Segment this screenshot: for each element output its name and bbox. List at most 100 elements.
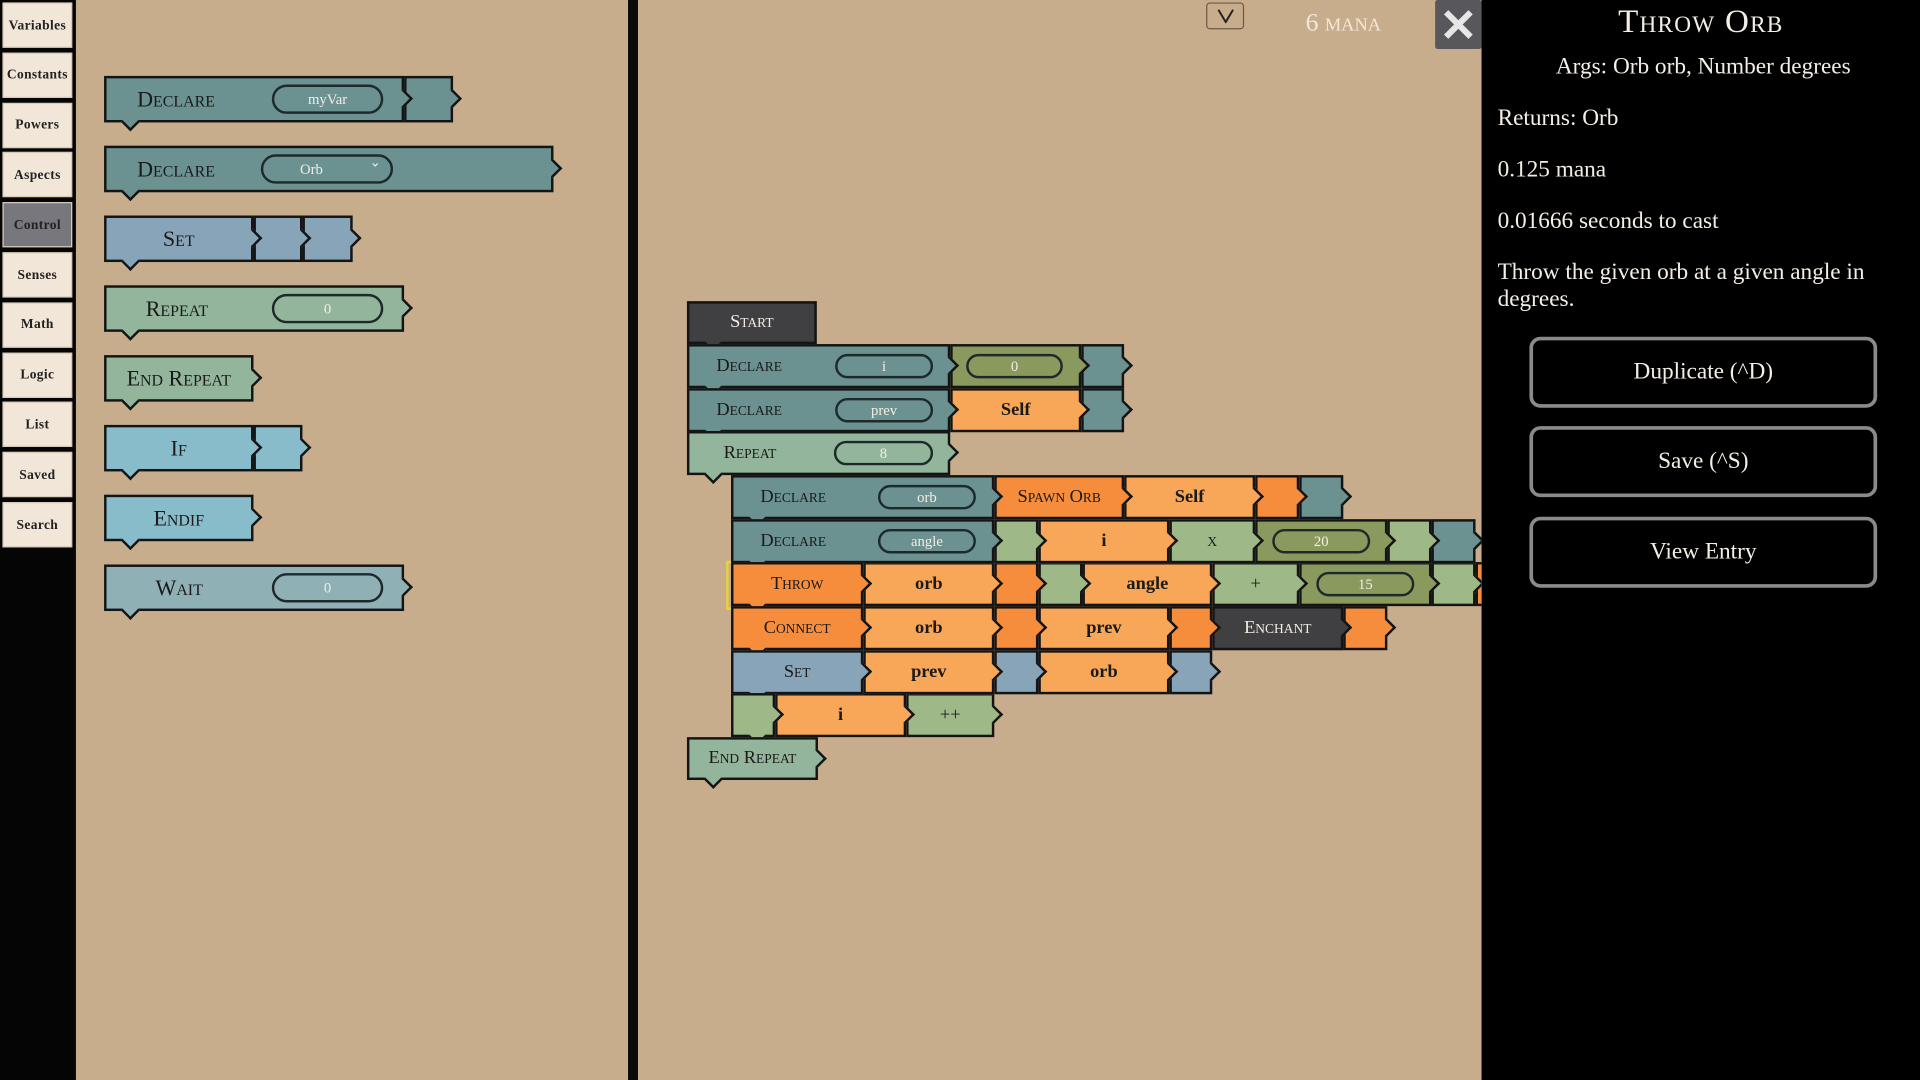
declare-block[interactable]: Declare myVar — [104, 75, 405, 123]
end-repeat-block[interactable]: End Repeat — [686, 737, 818, 781]
block-slot[interactable]: prev — [863, 650, 995, 695]
declare-typed-block-label: Declare — [137, 156, 215, 181]
block-label: ++ — [939, 704, 961, 725]
value-text: Orb — [300, 159, 323, 177]
block-slot[interactable]: Self — [1124, 475, 1256, 520]
panel-divider[interactable] — [628, 0, 638, 1080]
duplicate-button[interactable]: Duplicate (^D) — [1529, 336, 1878, 408]
sidebar-item-control[interactable]: Control — [2, 202, 73, 248]
throw-block-label: Throw — [770, 573, 824, 594]
dropdown-button[interactable] — [1206, 2, 1245, 30]
value-input[interactable]: 8 — [833, 440, 934, 466]
value-input[interactable]: 0 — [271, 573, 384, 603]
set-block[interactable]: Set — [731, 650, 864, 695]
block-slot[interactable]: i — [775, 693, 907, 738]
set-block-label: Set — [162, 225, 195, 251]
sidebar-item-math[interactable]: Math — [2, 302, 73, 348]
value-input[interactable]: 0 — [966, 353, 1063, 379]
block-slot[interactable]: orb — [863, 562, 995, 607]
declare-typed-block[interactable]: Declare Orb ⌄ — [104, 145, 554, 193]
connect-block[interactable]: Connect — [731, 606, 864, 651]
start-block[interactable]: Start — [686, 301, 817, 345]
sidebar-item-constants[interactable]: Constants — [2, 52, 73, 98]
block-slot[interactable]: 15 — [1299, 562, 1432, 607]
endif-block[interactable]: Endif — [104, 494, 254, 542]
type-dropdown[interactable]: Orb ⌄ — [260, 154, 394, 184]
wait-block-label: Wait — [155, 574, 203, 600]
end-repeat-block[interactable]: End Repeat — [104, 355, 254, 402]
value-input[interactable]: prev — [835, 397, 934, 423]
info-args: Args: Orb orb, Number degrees — [1555, 53, 1851, 80]
block-slot[interactable]: prev — [1038, 606, 1170, 651]
value-input[interactable]: 20 — [1272, 528, 1371, 554]
value-text: i — [882, 356, 887, 375]
declare-block[interactable]: Declare orb — [731, 475, 995, 520]
increment-block[interactable] — [731, 693, 776, 738]
block-slot[interactable] — [404, 75, 454, 123]
block-label: i — [1101, 530, 1107, 551]
block-slot[interactable]: 20 — [1255, 519, 1388, 564]
block-slot[interactable]: orb — [1038, 650, 1170, 695]
repeat-block[interactable]: Repeat 8 — [686, 431, 951, 476]
value-input[interactable]: myVar — [271, 84, 384, 114]
close-button[interactable] — [1435, 0, 1482, 49]
block-slot[interactable]: + — [1212, 562, 1300, 607]
close-icon — [1443, 10, 1473, 39]
throw-block[interactable]: Throw — [731, 562, 864, 607]
value-input[interactable]: i — [835, 353, 934, 379]
spawn-orb-block[interactable]: Spawn Orb — [994, 475, 1125, 520]
sidebar-item-logic[interactable]: Logic — [2, 352, 73, 398]
block-slot[interactable]: x — [1169, 519, 1256, 564]
block-slot[interactable] — [994, 519, 1039, 564]
info-description: Throw the given orb at a given angle in … — [1497, 259, 1865, 313]
chevron-down-icon: ⌄ — [369, 155, 381, 171]
value-input[interactable]: angle — [877, 528, 976, 554]
save-button[interactable]: Save (^S) — [1529, 426, 1878, 498]
block-label: orb — [1090, 661, 1118, 682]
wait-block[interactable]: Wait 0 — [104, 564, 405, 612]
spell-editor: 6 mana Start Declare i 0 Declare prev Self Repe… — [637, 0, 1482, 1080]
set-block[interactable]: Set — [104, 215, 254, 263]
declare-block[interactable]: Declare angle — [731, 519, 995, 564]
block-label: orb — [915, 617, 943, 638]
sidebar-item-saved[interactable]: Saved — [2, 452, 73, 498]
block-info-panel: Throw Orb Args: Orb orb, Number degrees … — [1481, 0, 1920, 1080]
sidebar-item-search[interactable]: Search — [2, 502, 73, 548]
category-sidebar: Variables Constants Powers Aspects Control Se… — [0, 0, 76, 1080]
sidebar-item-aspects[interactable]: Aspects — [2, 152, 73, 198]
value-input[interactable]: 15 — [1316, 571, 1415, 597]
if-block[interactable]: If — [104, 424, 254, 472]
block-slot[interactable]: i — [1038, 519, 1170, 564]
value-text: prev — [871, 401, 898, 419]
block-slot[interactable]: angle — [1082, 562, 1213, 607]
sidebar-item-senses[interactable]: Senses — [2, 252, 73, 298]
block-label: prev — [911, 661, 947, 682]
enchant-block[interactable]: Enchant — [1212, 606, 1344, 651]
block-label: + — [1250, 573, 1261, 594]
declare-block-label: Declare — [716, 355, 782, 376]
end-repeat-block-label: End Repeat — [126, 365, 231, 391]
declare-block-label: Declare — [760, 486, 827, 507]
sidebar-item-variables[interactable]: Variables — [2, 2, 73, 48]
block-slot[interactable]: orb — [863, 606, 995, 651]
sidebar-item-list[interactable]: List — [2, 402, 73, 448]
declare-block[interactable]: Declare i — [686, 344, 951, 389]
info-cast-time: 0.01666 seconds to cast — [1497, 208, 1719, 234]
block-label: x — [1207, 530, 1218, 551]
block-slot[interactable]: 0 — [950, 344, 1082, 389]
block-label: Self — [1174, 486, 1205, 507]
info-mana-cost: 0.125 mana — [1497, 156, 1607, 183]
mana-total: 6 mana — [1305, 7, 1381, 37]
value-input[interactable]: orb — [877, 484, 976, 510]
sidebar-item-powers[interactable]: Powers — [2, 102, 73, 148]
block-slot[interactable]: ++ — [906, 693, 995, 738]
repeat-block[interactable]: Repeat 0 — [104, 285, 405, 332]
value-text: myVar — [307, 90, 348, 108]
repeat-block-label: Repeat — [723, 442, 777, 463]
block-label: i — [838, 704, 844, 725]
view-entry-button[interactable]: View Entry — [1529, 516, 1878, 588]
value-input[interactable]: 0 — [271, 293, 384, 324]
block-slot[interactable]: Self — [950, 388, 1082, 433]
declare-block[interactable]: Declare prev — [686, 388, 951, 433]
